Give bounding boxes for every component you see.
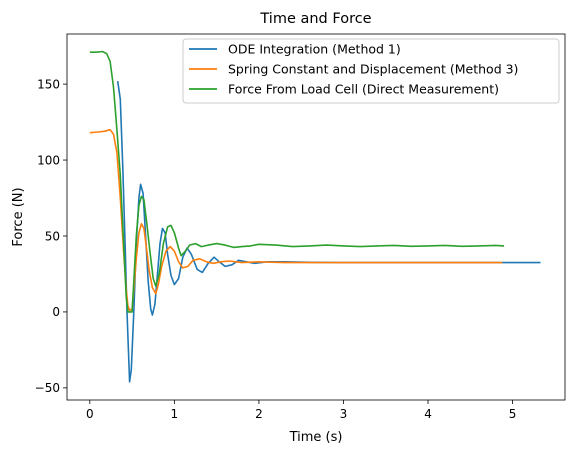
legend: ODE Integration (Method 1) Spring Constan… — [182, 38, 560, 104]
legend-label-3: Force From Load Cell (Direct Measurement… — [228, 82, 499, 97]
x-tick-label: 3 — [340, 407, 348, 421]
legend-box — [182, 38, 560, 104]
series-line-3 — [89, 50, 505, 313]
y-tick-label: 0 — [52, 305, 60, 319]
series-line-1 — [116, 80, 541, 383]
x-tick-label: 5 — [509, 407, 517, 421]
series-line-2 — [89, 128, 503, 312]
legend-label-1: ODE Integration (Method 1) — [228, 42, 401, 57]
x-axis-label: Time (s) — [289, 430, 343, 445]
y-tick-label: 50 — [45, 229, 60, 243]
axes-frame — [66, 33, 566, 401]
y-tick-label: −50 — [35, 381, 60, 395]
x-tick-label: 2 — [255, 407, 263, 421]
plot-area — [89, 50, 541, 383]
legend-label-2: Spring Constant and Displacement (Method… — [228, 62, 518, 77]
axis-ticks: 0 1 2 3 4 5 −50 0 50 100 150 — [35, 77, 517, 421]
x-tick-label: 1 — [171, 407, 179, 421]
x-tick-label: 4 — [424, 407, 432, 421]
chart-title: Time and Force — [259, 11, 371, 27]
x-tick-label: 0 — [86, 407, 94, 421]
y-axis-label: Force (N) — [11, 187, 26, 246]
y-tick-label: 150 — [37, 77, 60, 91]
y-tick-label: 100 — [37, 153, 60, 167]
